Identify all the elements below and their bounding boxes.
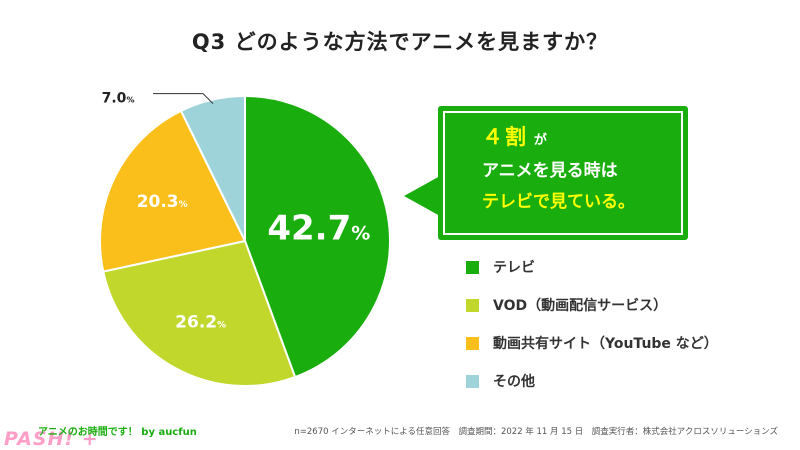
legend-item-tv: テレビ bbox=[466, 258, 718, 276]
pash-logo: PASH! + bbox=[4, 428, 99, 450]
legend-item-other: その他 bbox=[466, 372, 718, 390]
callout-box: ４割 が アニメを見る時は テレビで見ている。 bbox=[438, 106, 688, 240]
callout-line-2: アニメを見る時は bbox=[482, 161, 618, 181]
callout-particle: が bbox=[533, 133, 547, 148]
legend-swatch-other bbox=[466, 374, 479, 388]
pie-slice-tv bbox=[244, 94, 391, 379]
pie-label-other: 7.0% bbox=[102, 91, 135, 107]
legend-label-video-sharing: 動画共有サイト（YouTube など） bbox=[493, 336, 718, 352]
legend-label-tv: テレビ bbox=[493, 260, 535, 276]
callout-line-3: テレビで見ている。 bbox=[482, 192, 635, 212]
legend-item-vod: VOD（動画配信サービス） bbox=[466, 296, 718, 314]
pie-slice-other bbox=[179, 94, 246, 242]
callout-tail bbox=[404, 176, 440, 216]
legend-swatch-vod bbox=[466, 298, 479, 312]
legend-label-vod: VOD（動画配信サービス） bbox=[493, 298, 668, 314]
pie-leader-line-other bbox=[153, 93, 214, 105]
footer-credit: アニメのお時間です！ by aucfun bbox=[38, 427, 197, 438]
callout-highlight: ４割 bbox=[482, 125, 528, 149]
chart-legend: テレビ VOD（動画配信サービス） 動画共有サイト（YouTube など） その他 bbox=[466, 258, 718, 410]
pie-slice-vod bbox=[102, 239, 297, 387]
legend-label-other: その他 bbox=[493, 374, 535, 390]
pie-label-video-sharing: 20.3% bbox=[137, 192, 188, 212]
callout-line-1: ４割 が bbox=[482, 122, 682, 156]
callout-text: ４割 が アニメを見る時は テレビで見ている。 bbox=[482, 122, 682, 218]
legend-swatch-video-sharing bbox=[466, 336, 479, 350]
pie-slice-video-sharing bbox=[99, 109, 247, 273]
footer-survey-note: n=2670 インターネットによる任意回答 調査期間：2022 年 11 月 1… bbox=[294, 427, 778, 437]
legend-swatch-tv bbox=[466, 260, 479, 274]
pie-label-tv: 42.7% bbox=[267, 209, 370, 249]
callout-border bbox=[443, 111, 683, 235]
chart-title: Q3 どのような方法でアニメを見ますか？ bbox=[191, 30, 609, 54]
legend-item-video-sharing: 動画共有サイト（YouTube など） bbox=[466, 334, 718, 352]
pie-label-vod: 26.2% bbox=[175, 313, 226, 333]
